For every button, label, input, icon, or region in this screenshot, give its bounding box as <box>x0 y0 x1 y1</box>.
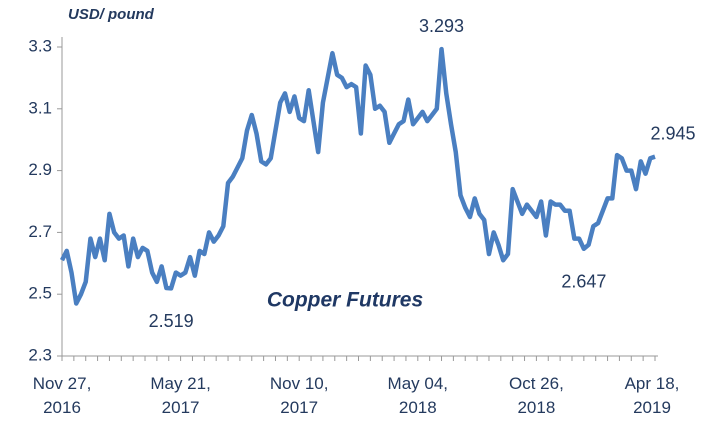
data-label: 2.647 <box>561 272 606 292</box>
x-tick-label: Nov 10, 2017 <box>269 374 329 417</box>
x-tick-label: Apr 18, 2019 <box>624 374 680 417</box>
x-tick-label: May 21, 2017 <box>150 374 211 417</box>
y-axis-label: USD/ pound <box>68 6 155 23</box>
data-label: 2.945 <box>650 123 695 143</box>
y-tick-label: 2.7 <box>28 222 52 241</box>
x-tick-label: Nov 27, 2016 <box>32 374 92 417</box>
data-label: 2.519 <box>149 311 194 331</box>
y-tick-label: 2.9 <box>28 160 52 179</box>
x-tick-label: Oct 26, 2018 <box>508 374 564 417</box>
y-tick-label: 3.3 <box>28 36 52 55</box>
y-tick-label: 2.3 <box>28 345 52 364</box>
data-label: 3.293 <box>419 16 464 36</box>
y-tick-label: 2.5 <box>28 284 52 303</box>
line-series <box>59 46 656 306</box>
y-tick-label: 3.1 <box>28 98 52 117</box>
chart-title: Copper Futures <box>267 289 423 312</box>
x-tick-label: May 04, 2018 <box>387 374 449 417</box>
